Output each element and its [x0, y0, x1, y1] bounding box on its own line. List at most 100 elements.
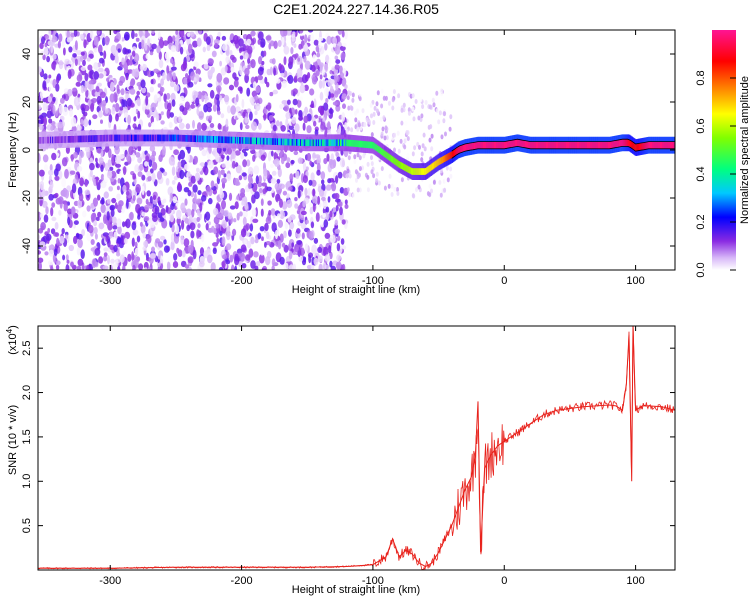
speckle-point [347, 155, 351, 161]
speckle-point [136, 235, 141, 243]
speckle-point [298, 110, 303, 118]
ridge-core [544, 141, 547, 149]
ridge-core [233, 136, 236, 144]
speckle-point [312, 194, 318, 205]
ridge-core [305, 139, 307, 147]
speckle-point [73, 220, 79, 226]
speckle-point [393, 132, 397, 138]
speckle-point [309, 231, 314, 241]
speckle-point [76, 233, 80, 238]
ridge-core [621, 139, 624, 147]
speckle-point [272, 89, 279, 95]
speckle-point [206, 44, 211, 52]
speckle-point [331, 182, 337, 192]
ridge-core [444, 155, 446, 162]
ridge-core [70, 136, 72, 143]
ridge-core [531, 141, 533, 149]
ridge-core [336, 139, 339, 147]
ridge-core [640, 143, 643, 150]
speckle-point [220, 99, 224, 104]
ridge-core [403, 163, 405, 171]
speckle-point [132, 264, 136, 270]
speckle-point [335, 151, 340, 157]
speckle-point [137, 171, 143, 178]
ridge-core [67, 136, 70, 143]
ridge-core [456, 147, 459, 155]
ridge-core [272, 138, 275, 145]
speckle-point [326, 153, 330, 162]
ridge-core [543, 141, 546, 149]
spectrogram-y-axis-label: Frequency (Hz) [7, 112, 19, 188]
speckle-point [261, 149, 265, 154]
ridge-core [358, 140, 361, 148]
ridge-core [314, 139, 317, 147]
speckle-point [302, 200, 307, 208]
ridge-core [583, 141, 586, 149]
ridge-core [553, 141, 555, 149]
speckle-point [156, 45, 161, 54]
speckle-point [153, 68, 160, 74]
speckle-point [114, 38, 119, 43]
ridge-core [654, 141, 656, 149]
speckle-point [193, 77, 197, 83]
speckle-point [324, 254, 331, 262]
speckle-point [334, 76, 338, 86]
speckle-point [313, 257, 319, 266]
ridge-core [395, 158, 398, 166]
speckle-point [217, 31, 222, 37]
speckle-point [39, 42, 44, 50]
y-tick-label: -40 [21, 238, 33, 254]
ridge-core [523, 140, 526, 148]
speckle-point [279, 103, 284, 110]
speckle-point [234, 256, 240, 266]
speckle-point [254, 110, 258, 116]
speckle-point [208, 58, 214, 65]
ridge-core [659, 141, 661, 149]
speckle-point [283, 45, 290, 55]
ridge-core [588, 141, 590, 149]
speckle-point [211, 50, 217, 58]
speckle-point [400, 177, 404, 183]
ridge-core [385, 151, 387, 158]
speckle-point [380, 166, 384, 172]
speckle-point [283, 230, 287, 239]
ridge-core [394, 158, 397, 165]
spectrogram-x-ticks: -300 -200 -100 0 100 [99, 30, 645, 287]
speckle-point [241, 172, 247, 177]
speckle-point [239, 87, 243, 94]
x-tick-label: -300 [99, 575, 121, 587]
ridge-core [328, 139, 330, 147]
ridge-core [331, 139, 334, 147]
ridge-core [99, 135, 101, 142]
speckle-point [47, 227, 51, 234]
ridge-core [232, 136, 235, 144]
speckle-point [43, 116, 47, 126]
speckle-point [271, 258, 276, 267]
speckle-point [87, 64, 93, 71]
speckle-point [163, 245, 170, 253]
speckle-point [270, 163, 274, 168]
speckle-point [111, 263, 117, 270]
speckle-point [47, 169, 54, 176]
speckle-point [145, 95, 149, 106]
ridge-core [360, 140, 362, 148]
speckle-point [108, 148, 112, 159]
speckle-point [93, 71, 100, 80]
speckle-point [201, 94, 205, 103]
speckle-point [206, 185, 211, 193]
speckle-point [250, 59, 256, 69]
speckle-point [76, 265, 82, 270]
ridge-core [653, 141, 655, 149]
ridge-core [307, 139, 309, 147]
speckle-point [239, 65, 243, 76]
ridge-core [499, 141, 502, 149]
speckle-point [111, 107, 116, 115]
ridge-core [93, 135, 95, 142]
ridge-core [239, 137, 241, 144]
speckle-point [54, 222, 59, 230]
speckle-point [190, 230, 195, 239]
speckle-point [311, 64, 316, 72]
speckle-point [144, 204, 150, 211]
speckle-point [157, 212, 163, 219]
speckle-point [63, 47, 66, 56]
